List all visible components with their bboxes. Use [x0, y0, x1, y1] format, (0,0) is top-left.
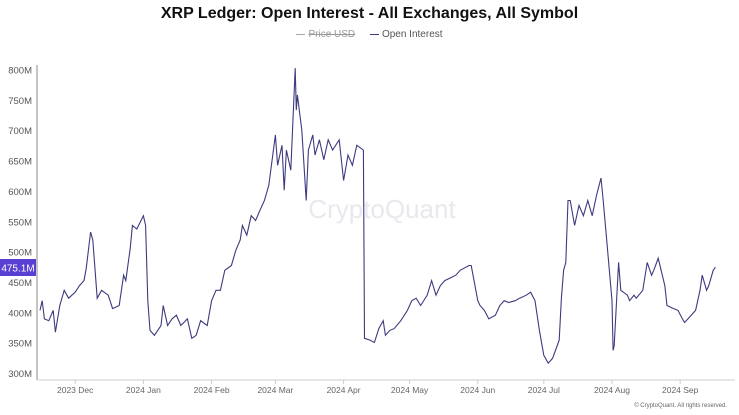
- x-tick-label: 2024 Feb: [194, 385, 230, 395]
- y-tick-label: 800M: [8, 66, 32, 77]
- x-tick-label: 2023 Dec: [57, 385, 94, 395]
- x-tick-label: 2024 Mar: [257, 385, 293, 395]
- legend-label-price: Price USD: [308, 29, 356, 40]
- legend: Price USD Open Interest: [0, 29, 739, 40]
- x-tick-label: 2024 Jul: [528, 385, 560, 395]
- current-value-marker: 475.1M: [0, 259, 36, 276]
- y-tick-label: 400M: [8, 308, 32, 319]
- legend-item-price[interactable]: Price USD: [296, 29, 355, 40]
- x-tick-label: 2024 Jan: [126, 385, 161, 395]
- y-tick-label: 350M: [8, 339, 32, 350]
- x-tick-label: 2024 Aug: [594, 385, 630, 395]
- current-value-box: [0, 259, 36, 276]
- y-tick-label: 700M: [8, 126, 32, 137]
- x-tick-label: 2024 Jun: [460, 385, 495, 395]
- y-tick-label: 450M: [8, 278, 32, 289]
- chart-title: XRP Ledger: Open Interest - All Exchange…: [160, 5, 579, 22]
- y-tick-label: 650M: [8, 157, 32, 168]
- x-tick-label: 2024 Sep: [662, 385, 699, 395]
- legend-item-open-interest[interactable]: Open Interest: [369, 29, 443, 40]
- watermark: CryptoQuant: [308, 194, 456, 224]
- legend-swatch-open-interest: [369, 33, 379, 35]
- x-tick-label: 2024 May: [391, 385, 429, 395]
- y-tick-label: 300M: [8, 369, 32, 380]
- legend-label-open-interest: Open Interest: [381, 29, 443, 40]
- y-tick-label: 550M: [8, 217, 32, 228]
- axes: 300M 350M 400M 450M 500M 550M 600M 650M 700M 750M…: [8, 65, 735, 395]
- x-tick-label: 2024 Apr: [327, 385, 361, 395]
- open-interest-line: [39, 68, 716, 365]
- legend-swatch-price: [296, 33, 306, 35]
- y-tick-label: 750M: [8, 96, 32, 107]
- copyright: © CryptoQuant. All rights reserved.: [634, 403, 727, 409]
- y-tick-label: 500M: [8, 248, 32, 259]
- current-value-label: 475.1M: [1, 264, 34, 275]
- y-tick-label: 600M: [8, 187, 32, 198]
